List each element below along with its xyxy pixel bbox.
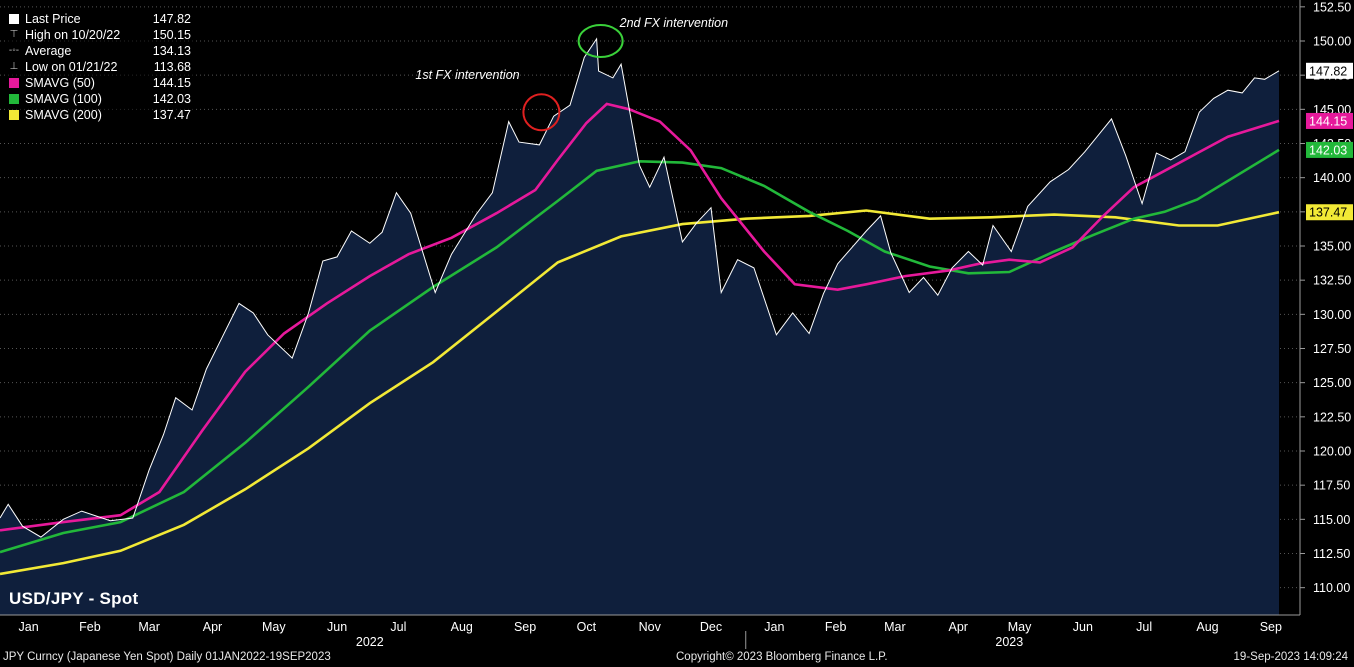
- x-tick-label: Nov: [639, 620, 662, 634]
- smavg50-line: [0, 102, 1280, 532]
- last-price-line: [0, 37, 1280, 538]
- x-tick-label: Mar: [884, 620, 906, 634]
- smavg100-badge: 142.03: [1306, 141, 1353, 158]
- y-tick-label: 125.00: [1313, 376, 1351, 390]
- x-tick-label: Apr: [203, 620, 222, 634]
- footer-description: JPY Curncy (Japanese Yen Spot) Daily 01J…: [3, 651, 331, 663]
- y-tick-label: 117.50: [1313, 479, 1350, 493]
- x-tick-label: Jun: [1073, 620, 1093, 634]
- x-tick-label: Jan: [764, 620, 784, 634]
- y-tick-label: 152.50: [1313, 0, 1351, 14]
- y-tick-label: 115.00: [1313, 513, 1350, 527]
- x-tick-label: Feb: [79, 620, 101, 634]
- annotations: 1st FX intervention 2nd FX intervention: [415, 16, 728, 132]
- smavg200-line: [0, 209, 1280, 576]
- first-intervention-circle: [522, 93, 561, 132]
- low-marker-icon: ⊥: [9, 61, 19, 72]
- legend-low: ⊥ Low on 01/21/22 113.68: [9, 60, 191, 74]
- legend-smavg100: SMAVG (100) 142.03: [8, 91, 191, 107]
- y-tick-label: 120.00: [1313, 445, 1351, 459]
- y-tick-label: 112.50: [1313, 547, 1350, 561]
- chart-title: USD/JPY - Spot: [9, 589, 139, 608]
- smavg200-badge: 137.47: [1306, 204, 1353, 221]
- badge-background: [1306, 62, 1353, 79]
- legend: Last Price 147.82 ⊤ High on 10/20/22 150…: [6, 10, 193, 126]
- price-area-fill: [0, 38, 1279, 615]
- y-tick-label: 132.50: [1313, 274, 1351, 288]
- x-tick-label: Aug: [1196, 620, 1218, 634]
- high-marker-icon: ⊤: [9, 29, 19, 40]
- x-tick-label: Sep: [1260, 620, 1282, 634]
- footer-copyright: Copyright© 2023 Bloomberg Finance L.P.: [676, 651, 888, 663]
- legend-last-price: Last Price 147.82: [8, 11, 191, 27]
- x-tick-label: Jul: [1136, 620, 1152, 634]
- y-tick-label: 127.50: [1313, 342, 1351, 356]
- x-tick-label: Jan: [19, 620, 39, 634]
- second-intervention-circle: [577, 23, 624, 58]
- x-year-label: 2022: [356, 635, 384, 649]
- legend-average: -◦- Average 134.13: [8, 44, 191, 58]
- white-square-icon: [8, 13, 20, 25]
- badge-label: 137.47: [1309, 206, 1347, 220]
- x-tick-label: Jun: [327, 620, 347, 634]
- second-intervention-label: 2nd FX intervention: [619, 16, 728, 30]
- average-marker-icon: -◦-: [8, 45, 20, 56]
- x-tick-label: Dec: [700, 620, 722, 634]
- last-price-badge: 147.82: [1306, 62, 1353, 79]
- y-tick-label: 110.00: [1313, 581, 1350, 595]
- badge-label: 142.03: [1309, 143, 1347, 157]
- legend-high: ⊤ High on 10/20/22 150.15: [9, 28, 191, 42]
- badge-background: [1306, 141, 1353, 158]
- y-tick-label: 135.00: [1313, 240, 1351, 254]
- x-tick-label: Oct: [577, 620, 597, 634]
- x-tick-label: Mar: [138, 620, 160, 634]
- x-tick-label: Sep: [514, 620, 536, 634]
- x-tick-label: Jul: [390, 620, 406, 634]
- x-tick-label: Aug: [451, 620, 473, 634]
- x-year-label: 2023: [995, 635, 1023, 649]
- badge-background: [1306, 204, 1353, 221]
- y-tick-label: 140.00: [1313, 171, 1351, 185]
- badge-label: 147.82: [1309, 64, 1347, 78]
- x-tick-label: May: [1008, 620, 1032, 634]
- legend-smavg50: SMAVG (50) 144.15: [8, 75, 191, 91]
- green-square-icon: [8, 93, 20, 105]
- last-value-badges: 147.82 144.15 142.03 137.47: [1306, 62, 1353, 221]
- x-tick-label: Apr: [949, 620, 968, 634]
- y-tick-label: 130.00: [1313, 308, 1351, 322]
- x-tick-label: May: [262, 620, 286, 634]
- badge-label: 144.15: [1309, 114, 1347, 128]
- footer-timestamp: 19-Sep-2023 14:09:24: [1233, 651, 1348, 663]
- legend-smavg200: SMAVG (200) 137.47: [8, 107, 191, 123]
- yellow-square-icon: [8, 109, 20, 121]
- smavg50-badge: 144.15: [1306, 112, 1353, 129]
- y-tick-label: 122.50: [1313, 410, 1351, 424]
- y-axis: 110.00 112.50 115.00 117.50 120.00 122.50 125.…: [1299, 0, 1351, 615]
- first-intervention-label: 1st FX intervention: [415, 68, 519, 82]
- x-axis: Jan Feb Mar Apr May Jun Jul Aug Sep Oct Nov Dec Jan F…: [0, 614, 1300, 649]
- y-tick-label: 150.00: [1313, 35, 1351, 49]
- badge-background: [1306, 112, 1353, 129]
- magenta-square-icon: [8, 77, 20, 89]
- x-tick-label: Feb: [825, 620, 847, 634]
